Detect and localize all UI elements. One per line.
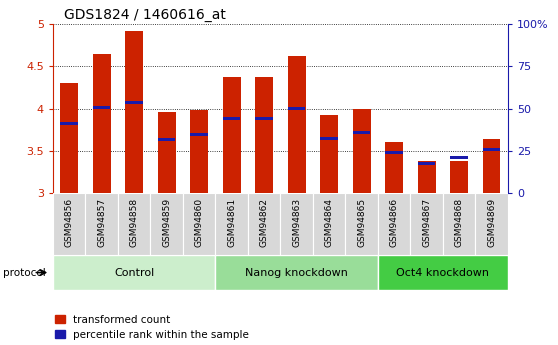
- Bar: [320, 137, 338, 140]
- Bar: [215, 193, 248, 255]
- Bar: [223, 77, 240, 193]
- Bar: [126, 31, 143, 193]
- Text: GSM94863: GSM94863: [292, 198, 301, 247]
- Bar: [378, 255, 508, 290]
- Text: Nanog knockdown: Nanog knockdown: [245, 268, 348, 277]
- Bar: [53, 255, 215, 290]
- Bar: [126, 101, 143, 104]
- Bar: [288, 56, 306, 193]
- Bar: [418, 162, 435, 165]
- Bar: [410, 193, 443, 255]
- Bar: [386, 151, 403, 154]
- Text: GSM94866: GSM94866: [389, 198, 398, 247]
- Bar: [280, 193, 313, 255]
- Bar: [223, 117, 240, 120]
- Bar: [443, 193, 475, 255]
- Bar: [475, 193, 508, 255]
- Bar: [450, 161, 468, 193]
- Text: Control: Control: [114, 268, 155, 277]
- Bar: [60, 122, 78, 125]
- Bar: [483, 139, 501, 193]
- Text: GSM94856: GSM94856: [65, 198, 74, 247]
- Bar: [288, 107, 305, 110]
- Text: GDS1824 / 1460616_at: GDS1824 / 1460616_at: [64, 8, 226, 22]
- Bar: [385, 142, 403, 193]
- Bar: [158, 138, 175, 141]
- Bar: [378, 193, 410, 255]
- Bar: [85, 193, 118, 255]
- Bar: [248, 193, 281, 255]
- Text: GSM94864: GSM94864: [325, 198, 334, 247]
- Bar: [417, 161, 435, 193]
- Bar: [320, 116, 338, 193]
- Bar: [151, 193, 183, 255]
- Legend: transformed count, percentile rank within the sample: transformed count, percentile rank withi…: [55, 315, 249, 340]
- Bar: [345, 193, 378, 255]
- Bar: [60, 83, 78, 193]
- Bar: [53, 193, 85, 255]
- Bar: [313, 193, 345, 255]
- Bar: [190, 109, 208, 193]
- Text: GSM94860: GSM94860: [195, 198, 204, 247]
- Bar: [353, 109, 371, 193]
- Text: GSM94869: GSM94869: [487, 198, 496, 247]
- Bar: [93, 54, 110, 193]
- Text: Oct4 knockdown: Oct4 knockdown: [396, 268, 489, 277]
- Bar: [483, 148, 501, 151]
- Bar: [190, 134, 208, 136]
- Bar: [215, 255, 378, 290]
- Text: GSM94858: GSM94858: [129, 198, 139, 247]
- Bar: [118, 193, 151, 255]
- Text: GSM94857: GSM94857: [97, 198, 106, 247]
- Text: GSM94859: GSM94859: [162, 198, 171, 247]
- Bar: [255, 77, 273, 193]
- Bar: [158, 112, 176, 193]
- Bar: [93, 106, 110, 109]
- Text: protocol: protocol: [3, 268, 46, 277]
- Bar: [256, 117, 273, 120]
- Bar: [353, 131, 371, 134]
- Text: GSM94862: GSM94862: [259, 198, 268, 247]
- Text: GSM94865: GSM94865: [357, 198, 366, 247]
- Text: GSM94868: GSM94868: [455, 198, 464, 247]
- Bar: [183, 193, 215, 255]
- Text: GSM94861: GSM94861: [227, 198, 236, 247]
- Text: GSM94867: GSM94867: [422, 198, 431, 247]
- Bar: [450, 156, 468, 159]
